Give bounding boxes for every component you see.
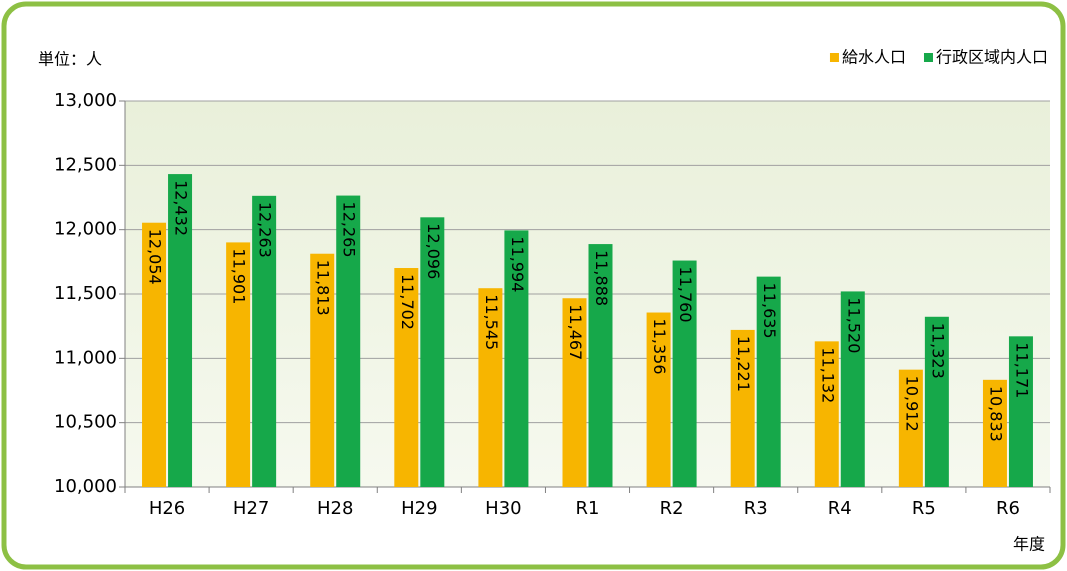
value-label: 11,994 — [508, 236, 527, 292]
value-label: 12,263 — [256, 202, 275, 258]
x-tick-label: H26 — [149, 498, 185, 519]
bar — [562, 298, 587, 487]
legend-swatch — [923, 53, 933, 62]
x-tick-label: R5 — [912, 498, 936, 519]
bar — [982, 379, 1007, 487]
x-tick-label: H30 — [485, 498, 521, 519]
value-label: 11,356 — [650, 319, 669, 375]
bar — [898, 369, 923, 487]
bar — [226, 242, 251, 487]
value-label: 11,545 — [482, 294, 501, 350]
y-tick-label: 12,500 — [54, 154, 117, 175]
x-tick-label: R6 — [996, 498, 1020, 519]
value-label: 11,702 — [398, 274, 417, 330]
bar — [336, 195, 361, 487]
value-label: 12,096 — [424, 223, 443, 279]
bar — [478, 288, 503, 487]
x-tick-label: R3 — [744, 498, 768, 519]
value-label: 11,901 — [230, 248, 249, 304]
bar — [310, 253, 335, 487]
value-label: 11,467 — [566, 304, 585, 360]
value-label: 10,912 — [902, 376, 921, 432]
x-tick-label: R4 — [828, 498, 852, 519]
value-label: 11,132 — [818, 347, 837, 403]
y-tick-label: 11,500 — [54, 283, 117, 304]
value-label: 11,635 — [760, 283, 779, 339]
bar — [814, 341, 839, 487]
legend-label: 行政区域内人口 — [936, 48, 1048, 67]
legend-label: 給水人口 — [842, 48, 906, 67]
bar — [646, 312, 671, 487]
x-tick-label: H28 — [317, 498, 353, 519]
y-tick-label: 10,000 — [54, 476, 117, 497]
x-tick-label: R2 — [660, 498, 684, 519]
value-label: 11,221 — [734, 336, 753, 392]
value-label: 12,265 — [340, 202, 359, 258]
bar — [168, 174, 193, 487]
value-label: 11,520 — [844, 297, 863, 353]
value-label: 11,888 — [592, 250, 611, 306]
bar — [672, 260, 697, 487]
bar — [840, 291, 865, 487]
bar — [142, 222, 167, 487]
bar — [504, 230, 529, 487]
bar — [252, 195, 277, 487]
bar — [924, 316, 949, 487]
bar — [394, 268, 419, 487]
x-axis-label: 年度 — [1013, 535, 1045, 554]
bar — [756, 276, 781, 487]
y-tick-label: 13,000 — [54, 90, 117, 111]
value-label: 11,813 — [314, 260, 333, 316]
y-tick-label: 11,000 — [54, 347, 117, 368]
legend-swatch — [829, 53, 839, 62]
value-label: 12,432 — [172, 180, 191, 236]
x-tick-label: H29 — [401, 498, 437, 519]
bar — [1008, 336, 1033, 487]
value-label: 10,833 — [986, 386, 1005, 442]
value-label: 11,760 — [676, 267, 695, 323]
y-unit-label: 単位：人 — [38, 50, 102, 69]
value-label: 12,054 — [146, 229, 165, 285]
bar — [730, 329, 755, 487]
y-tick-label: 10,500 — [54, 412, 117, 433]
value-label: 11,171 — [1012, 342, 1031, 398]
x-tick-label: R1 — [576, 498, 600, 519]
bar — [420, 217, 445, 487]
bar — [588, 244, 613, 487]
x-tick-label: H27 — [233, 498, 269, 519]
y-tick-label: 12,000 — [54, 219, 117, 240]
value-label: 11,323 — [928, 323, 947, 379]
